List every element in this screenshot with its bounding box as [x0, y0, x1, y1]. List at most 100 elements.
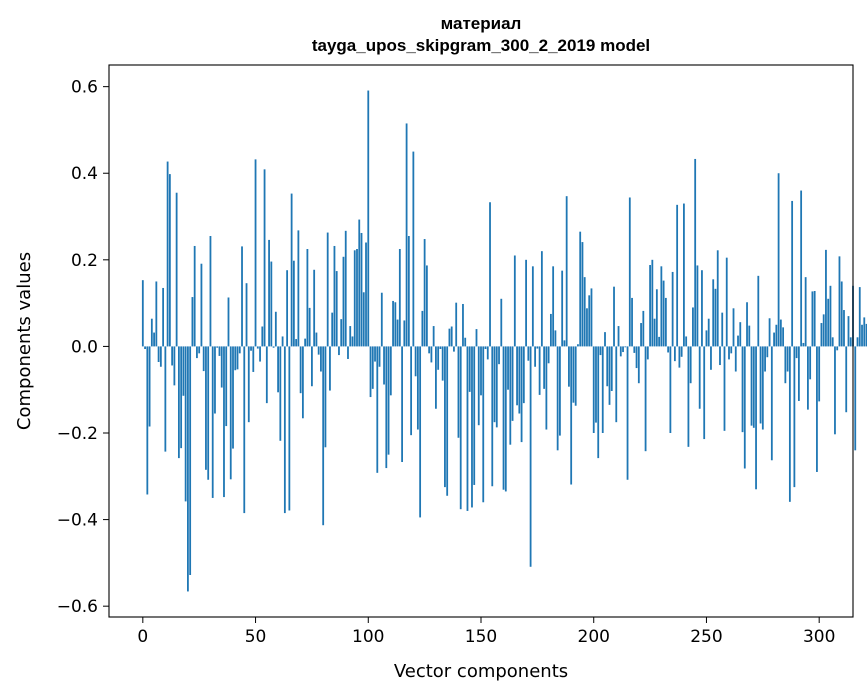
bar: [655, 289, 658, 347]
bar: [568, 346, 570, 387]
bar: [306, 249, 309, 347]
bar: [637, 346, 640, 384]
bar: [383, 346, 385, 385]
x-tick-label: 0: [137, 627, 148, 647]
bar: [340, 319, 343, 347]
bar: [290, 193, 293, 347]
bar: [175, 192, 178, 347]
bar: [694, 158, 697, 347]
bar: [797, 346, 800, 401]
bar: [583, 277, 586, 347]
bar: [770, 346, 773, 461]
bar: [529, 346, 532, 567]
bar: [220, 346, 223, 388]
bar: [473, 346, 476, 485]
bars-group: [141, 90, 867, 592]
bar: [624, 346, 627, 348]
bar: [705, 330, 708, 347]
bar: [540, 251, 543, 347]
bar: [225, 346, 228, 427]
bar: [574, 346, 577, 406]
bar: [398, 249, 401, 347]
bar: [243, 346, 246, 514]
bar: [486, 346, 489, 360]
y-axis-label: Components values: [14, 252, 35, 430]
bar: [791, 200, 794, 347]
bar: [227, 297, 230, 347]
bar: [349, 326, 352, 347]
bar: [281, 336, 284, 347]
bar: [761, 346, 764, 430]
bar: [606, 346, 609, 387]
bar: [644, 346, 647, 452]
bar: [809, 346, 812, 380]
bar: [313, 269, 316, 347]
bar: [831, 337, 834, 347]
bar: [277, 346, 279, 393]
bar: [737, 335, 739, 347]
bar: [371, 346, 374, 389]
bar: [304, 338, 307, 347]
bar: [464, 337, 467, 347]
bar: [640, 323, 642, 347]
bar: [207, 346, 210, 480]
bar: [380, 292, 383, 347]
bar: [802, 342, 805, 347]
bar: [721, 312, 724, 347]
bar: [444, 346, 446, 488]
bar: [565, 196, 568, 347]
bar: [633, 346, 636, 353]
bar: [822, 314, 825, 347]
chart-title: материал: [441, 14, 522, 33]
bar: [311, 346, 313, 387]
y-tick-label: 0.0: [71, 337, 98, 357]
bar: [301, 346, 304, 419]
bar: [150, 318, 153, 347]
bar: [664, 297, 667, 347]
bar: [692, 307, 694, 347]
bar: [856, 337, 859, 347]
bar: [329, 346, 331, 391]
x-tick-label: 200: [578, 627, 610, 647]
bar: [755, 346, 757, 490]
bar: [696, 265, 699, 347]
bar: [202, 346, 205, 372]
bar: [669, 346, 672, 433]
bar: [196, 346, 198, 359]
bar: [342, 256, 345, 347]
bar: [570, 346, 573, 485]
bar: [475, 329, 478, 347]
bar: [421, 310, 424, 347]
bar: [689, 346, 692, 384]
bar: [270, 261, 273, 347]
x-tick-label: 150: [465, 627, 497, 647]
bar: [671, 271, 674, 347]
bar: [491, 346, 494, 487]
bar: [173, 346, 176, 386]
bar: [477, 346, 480, 426]
plot-frame: [108, 64, 854, 618]
y-axis-ticks: 0.6 0.4 0.2 0.0 −0.2 −0.4 −0.6: [57, 78, 109, 617]
bar: [367, 90, 370, 347]
bar: [752, 346, 755, 428]
bar: [435, 346, 437, 409]
bar: [651, 259, 654, 347]
bar: [211, 346, 214, 498]
bar: [430, 346, 433, 363]
bar: [234, 346, 237, 371]
bar: [423, 239, 426, 347]
bar: [446, 346, 449, 496]
bar: [861, 324, 863, 347]
bar: [617, 326, 620, 347]
bar: [180, 346, 183, 449]
bar: [829, 285, 832, 347]
bar: [849, 337, 852, 347]
bar: [527, 346, 530, 361]
bar: [455, 302, 458, 347]
bar: [495, 346, 498, 428]
bar: [782, 327, 785, 347]
x-axis-label: Vector components: [394, 661, 568, 682]
bar: [396, 319, 399, 347]
bar: [748, 325, 751, 347]
bar: [216, 346, 219, 348]
